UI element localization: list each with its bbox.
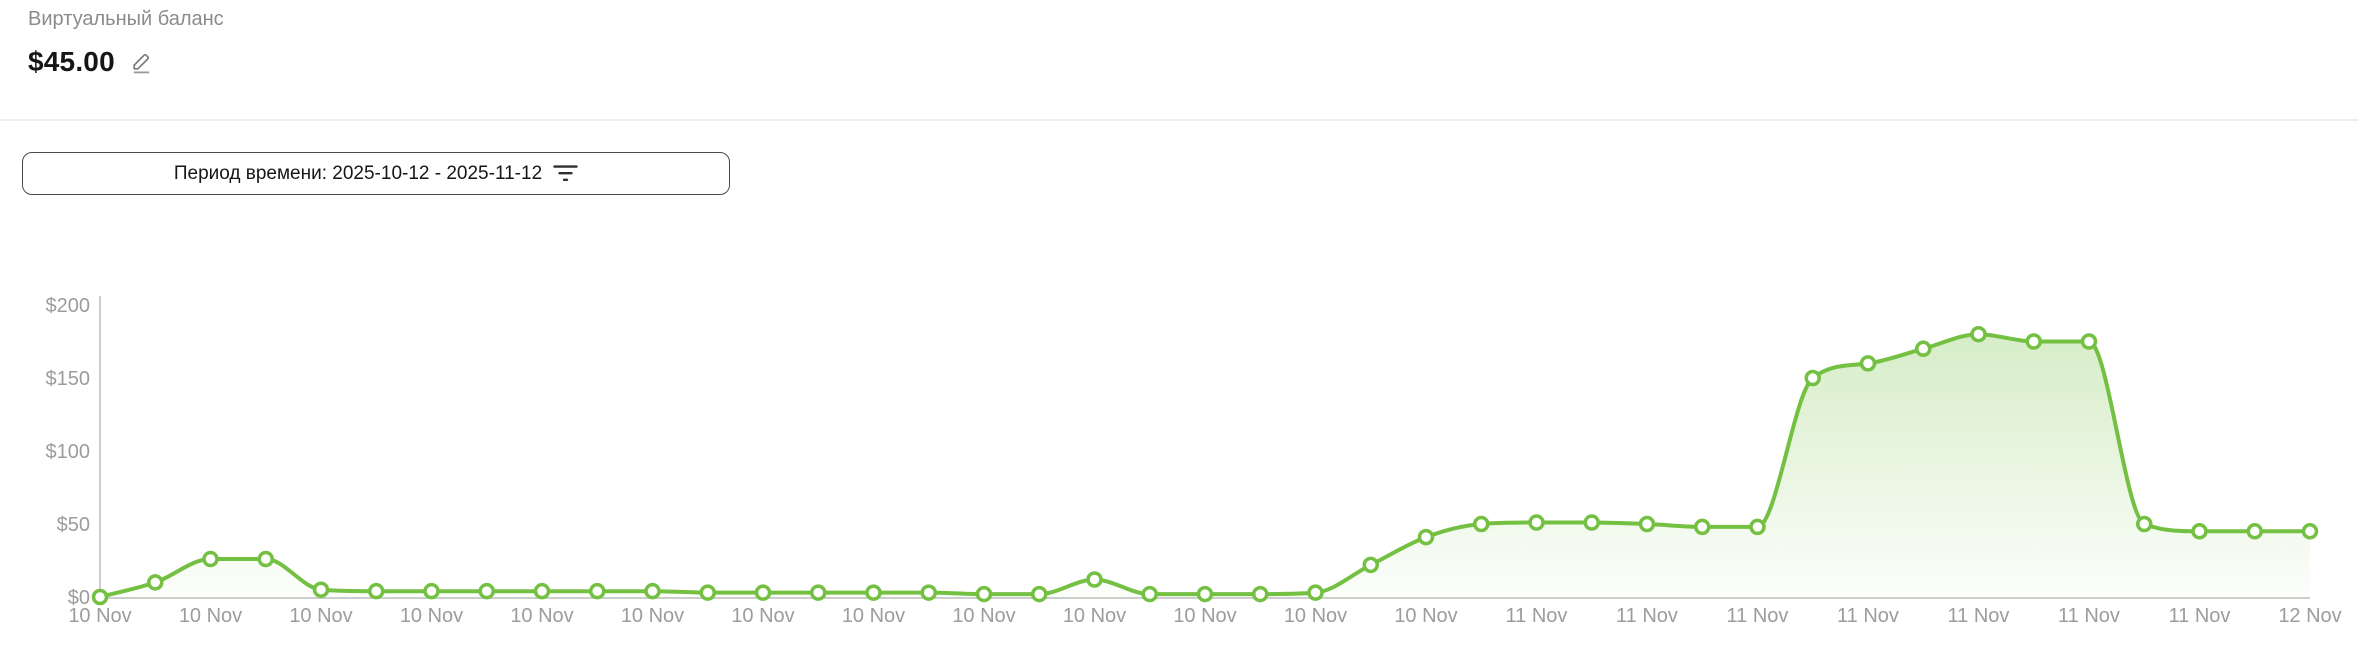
x-axis-tick-label: 11 Nov: [2169, 605, 2231, 627]
balance-row: $45.00: [28, 46, 155, 78]
y-axis-tick-label: $200: [46, 295, 91, 317]
chart-point[interactable]: [865, 584, 882, 601]
chart-point[interactable]: [810, 584, 827, 601]
chart-point[interactable]: [2246, 523, 2263, 540]
chart-point[interactable]: [2191, 523, 2208, 540]
x-axis-tick-label: 11 Nov: [1727, 605, 1789, 627]
chart-point[interactable]: [91, 588, 109, 606]
balance-amount: $45.00: [28, 46, 115, 77]
chart-point[interactable]: [2080, 333, 2098, 350]
chart-point[interactable]: [1031, 585, 1048, 603]
x-axis-tick-label: 10 Nov: [510, 605, 573, 627]
chart-point[interactable]: [1086, 571, 1103, 588]
chart-point[interactable]: [589, 582, 606, 600]
x-axis-tick-label: 10 Nov: [621, 605, 684, 627]
x-axis-tick-label: 10 Nov: [842, 605, 905, 627]
x-axis-tick-label: 10 Nov: [68, 605, 131, 627]
chart-point[interactable]: [1196, 585, 1214, 603]
x-axis-tick-label: 10 Nov: [1063, 605, 1126, 627]
chart-point[interactable]: [754, 584, 772, 601]
chart-point[interactable]: [2025, 333, 2042, 350]
edit-pencil-icon: [129, 49, 154, 75]
section-divider: [0, 119, 2358, 121]
edit-balance-button[interactable]: [129, 49, 155, 76]
chart-point[interactable]: [1583, 514, 1600, 531]
x-axis-tick-label: 11 Nov: [1948, 605, 2010, 627]
chart-point[interactable]: [1749, 518, 1766, 536]
chart-point[interactable]: [257, 550, 274, 568]
chart-point[interactable]: [1307, 584, 1324, 601]
chart-point[interactable]: [1362, 556, 1379, 574]
page-title: Виртуальный баланс: [28, 8, 224, 30]
chart-point[interactable]: [1638, 515, 1656, 533]
chart-point[interactable]: [1252, 585, 1269, 603]
balance-area-chart: $0 $50 $100 $150 $200 10 Nov 10 Nov 10 Nov 10 No…: [46, 295, 2342, 627]
chart-point[interactable]: [1694, 518, 1711, 536]
x-axis-tick-label: 10 Nov: [289, 605, 352, 627]
chart-point[interactable]: [1417, 528, 1435, 546]
chart-point[interactable]: [1915, 340, 1932, 358]
balance-chart: $0 $50 $100 $150 $200 10 Nov 10 Nov 10 Nov 10 No…: [0, 280, 2358, 650]
chart-point[interactable]: [920, 584, 937, 601]
x-axis-tick-label: 11 Nov: [1616, 605, 1678, 627]
x-axis-tick-label: 12 Nov: [2278, 605, 2341, 627]
x-axis-tick-label: 10 Nov: [731, 605, 794, 627]
chart-point[interactable]: [2301, 523, 2319, 540]
chart-point[interactable]: [368, 582, 385, 600]
y-axis-tick-label: $50: [57, 514, 90, 536]
x-axis-tick-label: 10 Nov: [1173, 605, 1236, 627]
chart-point[interactable]: [975, 585, 993, 603]
chart-point[interactable]: [478, 582, 495, 600]
x-axis-tick-label: 10 Nov: [952, 605, 1015, 627]
chart-point[interactable]: [1804, 369, 1821, 387]
x-axis-tick-label: 11 Nov: [2058, 605, 2120, 627]
y-axis-tick-label: $100: [46, 441, 91, 463]
chart-point[interactable]: [1528, 514, 1545, 531]
chart-point[interactable]: [312, 581, 330, 598]
x-axis-tick-label: 10 Nov: [179, 605, 242, 627]
chart-point[interactable]: [423, 582, 440, 600]
chart-point[interactable]: [533, 582, 551, 600]
chart-point[interactable]: [1859, 355, 1877, 372]
chart-point[interactable]: [644, 582, 661, 600]
chart-point[interactable]: [1473, 515, 1490, 533]
chart-point[interactable]: [1970, 325, 1987, 343]
x-axis-tick-label: 10 Nov: [400, 605, 463, 627]
chart-point[interactable]: [202, 550, 219, 568]
chart-point[interactable]: [699, 584, 716, 601]
period-filter-button[interactable]: Период времени: 2025-10-12 - 2025-11-12: [22, 152, 730, 195]
y-axis-tick-label: $150: [46, 368, 91, 390]
chart-point[interactable]: [1141, 585, 1158, 603]
x-axis-tick-label: 11 Nov: [1506, 605, 1568, 627]
x-axis-tick-label: 11 Nov: [1837, 605, 1899, 627]
y-axis-tick-label: $0: [68, 587, 90, 609]
chart-area-fill: [100, 334, 2310, 597]
x-axis-tick-label: 10 Nov: [1284, 605, 1347, 627]
x-axis-tick-label: 10 Nov: [1394, 605, 1457, 627]
filter-list-icon: [553, 164, 578, 183]
chart-point[interactable]: [147, 574, 164, 591]
period-filter-label: Период времени: 2025-10-12 - 2025-11-12: [173, 162, 543, 184]
chart-point[interactable]: [2136, 515, 2153, 533]
